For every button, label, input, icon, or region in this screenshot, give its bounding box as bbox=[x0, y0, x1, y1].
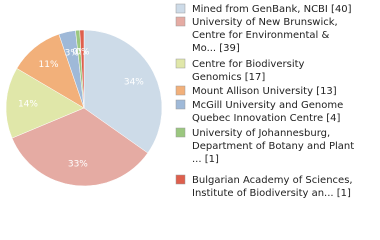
legend-label: McGill University and Genome bbox=[192, 100, 343, 111]
legend-label: Institute of Biodiversity an... [1] bbox=[192, 188, 351, 199]
legend-label: Bulgarian Academy of Sciences, bbox=[192, 175, 353, 186]
legend-label: Department of Botany and Plant bbox=[192, 141, 354, 152]
legend-label: University of New Brunswick, bbox=[192, 17, 338, 28]
slice-label: 34% bbox=[124, 78, 144, 88]
legend-swatch bbox=[175, 99, 186, 110]
legend-swatch bbox=[175, 16, 186, 27]
legend-swatch bbox=[175, 127, 186, 138]
legend-label: Mo... [39] bbox=[192, 43, 240, 54]
slice-label: 33% bbox=[68, 159, 88, 169]
slice-label: 3% bbox=[65, 49, 80, 59]
legend-label: Genomics [17] bbox=[192, 72, 265, 83]
legend-swatch bbox=[175, 85, 186, 96]
legend-swatch bbox=[175, 174, 186, 185]
legend-label: Mined from GenBank, NCBI [40] bbox=[192, 4, 352, 15]
legend-label: Quebec Innovation Centre [4] bbox=[192, 113, 341, 124]
slice-label: 14% bbox=[18, 100, 38, 110]
legend-swatch bbox=[175, 58, 186, 69]
pie-slice bbox=[11, 107, 149, 187]
legend-label: University of Johannesburg, bbox=[192, 128, 330, 139]
pie-slice bbox=[5, 68, 85, 139]
legend-label: Centre for Biodiversity bbox=[192, 59, 305, 70]
slice-label: 0% bbox=[75, 47, 90, 57]
legend-swatch bbox=[175, 3, 186, 14]
legend-label: Centre for Environmental & bbox=[192, 30, 329, 41]
legend-label: Mount Allison University [13] bbox=[192, 86, 337, 97]
slice-label: 0% bbox=[72, 48, 87, 58]
legend-label: ... [1] bbox=[192, 154, 219, 165]
pie-slice bbox=[83, 29, 163, 154]
slice-label: 11% bbox=[39, 60, 59, 70]
pie-slice bbox=[79, 29, 85, 109]
